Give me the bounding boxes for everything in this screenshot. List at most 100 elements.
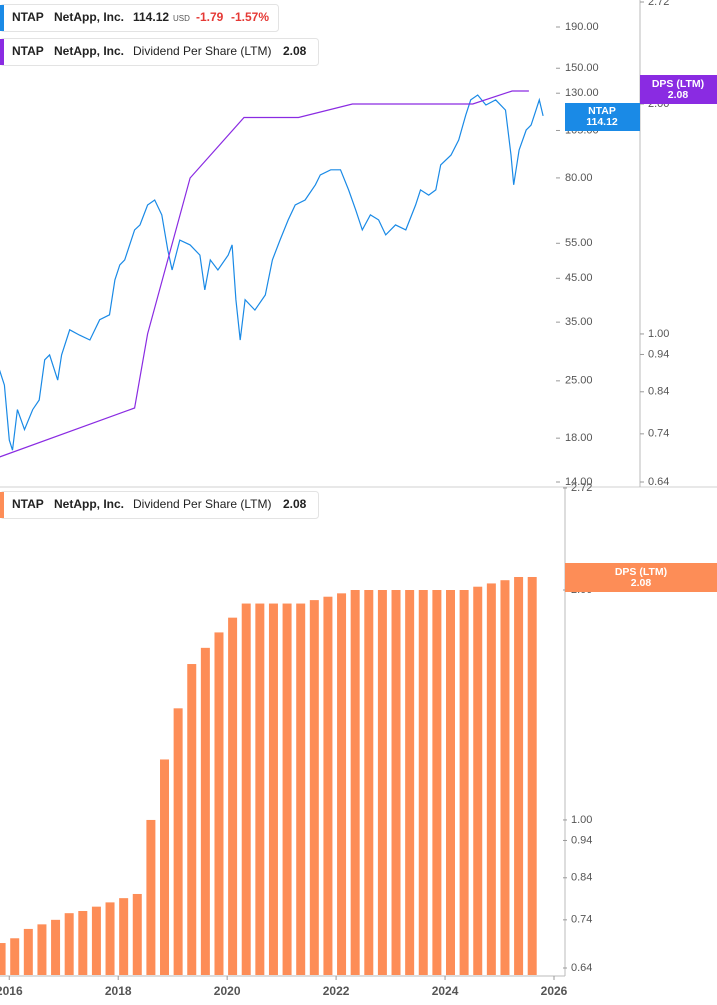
- bar: [228, 617, 238, 975]
- bar: [350, 590, 360, 975]
- legend-series: Dividend Per Share (LTM): [133, 44, 272, 58]
- y-tick-label: 0.94: [571, 834, 592, 846]
- y-tick-label: 190.00: [565, 21, 599, 33]
- price-label-name: NTAP: [588, 105, 616, 117]
- dps-label-name: DPS (LTM): [652, 78, 704, 90]
- bar: [391, 590, 401, 975]
- legend-swatch: [0, 39, 4, 65]
- price-label-box: [565, 103, 640, 131]
- bar: [214, 632, 224, 975]
- legend-swatch: [0, 492, 4, 518]
- bar: [309, 600, 319, 975]
- y-tick-label: 25.00: [565, 375, 593, 387]
- x-tick-label: 2022: [323, 984, 350, 998]
- x-tick-label: 2026: [541, 984, 568, 998]
- bar: [323, 596, 333, 975]
- y-tick-label: 0.64: [571, 962, 592, 974]
- y-tick-label: 45.00: [565, 272, 593, 284]
- dps-label-box: [640, 75, 717, 104]
- legend: NTAP NetApp, Inc. 114.12 USD -1.79 -1.57…: [0, 4, 319, 519]
- y-tick-label: 2.72: [571, 482, 592, 494]
- legend-ticker: NTAP: [12, 497, 44, 511]
- bar: [64, 913, 74, 975]
- bar: [337, 593, 347, 975]
- bar: [500, 580, 510, 975]
- legend-ticker: NTAP: [12, 10, 44, 24]
- y-tick-label: 18.00: [565, 432, 593, 444]
- bar: [132, 893, 142, 975]
- y-tick-label: 35.00: [565, 316, 593, 328]
- x-tick-label: 2018: [105, 984, 132, 998]
- legend-company: NetApp, Inc.: [54, 497, 124, 511]
- legend-value: 2.08: [283, 44, 307, 58]
- bar: [445, 590, 455, 975]
- bar: [51, 919, 61, 975]
- bar: [486, 583, 496, 975]
- bar: [78, 910, 88, 975]
- y2-tick-label: 0.84: [648, 386, 669, 398]
- legend-currency: USD: [173, 14, 190, 23]
- bar: [187, 664, 197, 975]
- bar: [514, 576, 524, 975]
- bar: [459, 590, 469, 975]
- y2-tick-label: 0.94: [648, 348, 669, 360]
- y2-tick-label: 0.64: [648, 476, 669, 488]
- x-tick-label: 2024: [432, 984, 459, 998]
- dps-label-name: DPS (LTM): [615, 566, 667, 578]
- bar: [377, 590, 387, 975]
- y-tick-label: 130.00: [565, 87, 599, 99]
- legend-ticker: NTAP: [12, 44, 44, 58]
- bar: [473, 586, 483, 975]
- dps-label-value: 2.08: [631, 577, 652, 589]
- bar: [105, 902, 115, 975]
- last-value-labels: NTAP 114.12 DPS (LTM) 2.08 DPS (LTM) 2.0…: [565, 75, 717, 592]
- y2-tick-label: 1.00: [648, 328, 669, 340]
- y-tick-label: 55.00: [565, 237, 593, 249]
- dps-label-box: [565, 563, 717, 592]
- bar: [418, 590, 428, 975]
- bar: [119, 898, 129, 975]
- y-tick-label: 1.00: [571, 814, 592, 826]
- bar: [10, 938, 20, 975]
- y-tick-label: 14.00: [565, 476, 593, 488]
- y-tick-label: 150.00: [565, 62, 599, 74]
- bar: [200, 647, 210, 975]
- bar: [241, 603, 251, 975]
- legend-price: 114.12: [133, 10, 169, 24]
- x-tick-label: 2020: [214, 984, 241, 998]
- y2-tick-label: 2.72: [648, 0, 669, 8]
- bar: [23, 928, 33, 975]
- plot-area: [0, 90, 544, 458]
- series-line: [0, 94, 544, 451]
- legend-change-percent: -1.57%: [231, 10, 269, 24]
- legend-series: Dividend Per Share (LTM): [133, 497, 272, 511]
- bar: [364, 590, 374, 975]
- bar: [0, 943, 6, 975]
- marks: 14.0018.0025.0035.0045.0055.0080.00105.0…: [0, 0, 669, 998]
- bar: [296, 603, 306, 975]
- bar: [405, 590, 415, 975]
- legend-company: NetApp, Inc.: [54, 44, 124, 58]
- y-tick-label: 80.00: [565, 172, 593, 184]
- bar: [160, 759, 170, 975]
- bar: [255, 603, 265, 975]
- bar: [527, 576, 537, 975]
- bar: [37, 924, 47, 975]
- bar: [268, 603, 278, 975]
- price-label-value: 114.12: [586, 116, 618, 128]
- bar: [432, 590, 442, 975]
- dps-label-value: 2.08: [668, 89, 689, 101]
- bar: [282, 603, 292, 975]
- y-tick-label: 0.74: [571, 914, 592, 926]
- legend-value: 2.08: [283, 497, 307, 511]
- legend-change: -1.79: [196, 10, 224, 24]
- y-tick-label: 0.84: [571, 872, 592, 884]
- bar: [173, 708, 183, 975]
- series-line: [0, 90, 529, 458]
- bar: [91, 906, 101, 975]
- legend-company: NetApp, Inc.: [54, 10, 124, 24]
- bar: [146, 819, 156, 975]
